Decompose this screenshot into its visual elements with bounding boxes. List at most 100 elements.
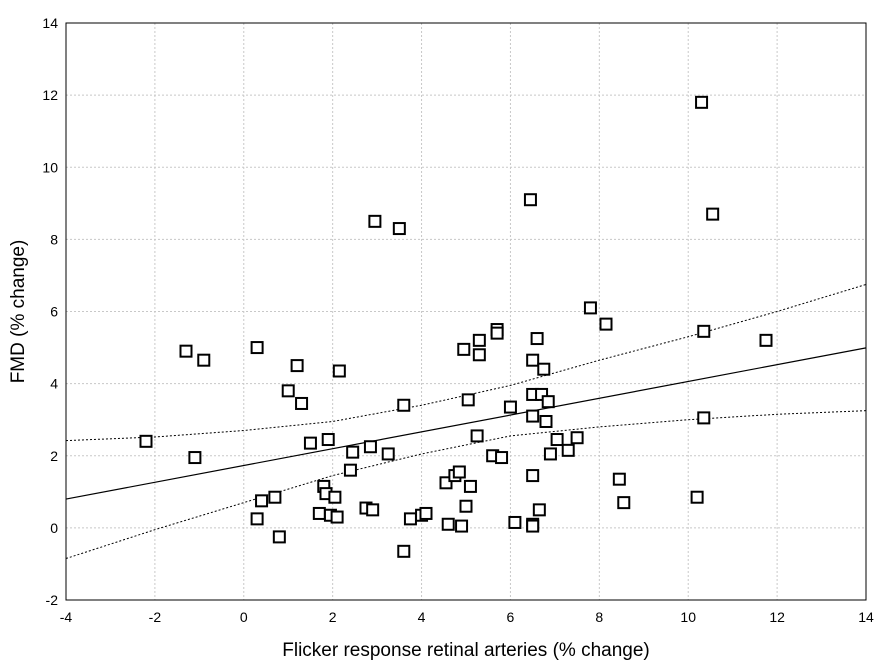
data-point	[523, 193, 537, 207]
x-tick-label: 4	[418, 609, 426, 625]
data-point	[139, 434, 153, 448]
confidence-lower-line	[65, 410, 867, 560]
x-tick-label: 10	[680, 609, 696, 625]
x-tick-label: 12	[769, 609, 785, 625]
data-point	[312, 506, 326, 520]
data-points	[139, 95, 773, 558]
data-point	[255, 494, 269, 508]
x-axis-label: Flicker response retinal arteries (% cha…	[282, 640, 650, 661]
x-tick-label: -4	[60, 609, 73, 625]
data-point	[461, 393, 475, 407]
data-point	[281, 384, 295, 398]
data-point	[570, 431, 584, 445]
x-tick-label: 0	[240, 609, 248, 625]
data-point	[363, 440, 377, 454]
x-tick-label: 2	[329, 609, 337, 625]
data-point	[495, 451, 509, 465]
data-point	[541, 395, 555, 409]
data-point	[617, 496, 631, 510]
data-point	[561, 443, 575, 457]
data-point	[599, 317, 613, 331]
y-axis-label: FMD (% change)	[8, 240, 29, 384]
data-point	[368, 214, 382, 228]
data-point	[526, 353, 540, 367]
data-point	[690, 490, 704, 504]
x-tick-labels: -4 -2 0 2 4 6 8 10 12 14	[60, 609, 874, 625]
x-tick-label: -2	[149, 609, 162, 625]
data-point	[303, 436, 317, 450]
y-tick-label: 0	[50, 520, 58, 536]
y-tick-label: 6	[50, 304, 58, 320]
plot-frame	[65, 22, 867, 601]
data-point	[697, 324, 711, 338]
data-point	[197, 353, 211, 367]
confidence-upper-line	[65, 283, 867, 442]
data-point	[272, 530, 286, 544]
data-point	[328, 490, 342, 504]
data-point	[612, 472, 626, 486]
y-tick-label: 12	[42, 87, 58, 103]
data-point	[250, 341, 264, 355]
y-tick-label: 10	[42, 159, 58, 175]
data-point	[295, 396, 309, 410]
y-tick-label: 14	[42, 15, 58, 31]
data-point	[526, 469, 540, 483]
data-point	[508, 515, 522, 529]
data-point	[503, 400, 517, 414]
data-point	[695, 95, 709, 109]
y-tick-label: -2	[46, 592, 59, 608]
y-tick-label: 8	[50, 231, 58, 247]
y-tick-label: 4	[50, 376, 58, 392]
data-point	[550, 433, 564, 447]
data-point	[537, 362, 551, 376]
data-point	[330, 510, 344, 524]
data-point	[530, 332, 544, 346]
data-point	[188, 451, 202, 465]
data-point	[250, 512, 264, 526]
data-point	[332, 364, 346, 378]
data-point	[526, 519, 540, 533]
data-point	[532, 503, 546, 517]
data-point	[397, 398, 411, 412]
data-point	[403, 512, 417, 526]
data-point	[452, 465, 466, 479]
data-point	[472, 348, 486, 362]
confidence-band	[65, 283, 867, 560]
data-point	[346, 445, 360, 459]
x-tick-label: 14	[858, 609, 874, 625]
regression-line	[65, 347, 867, 500]
data-point	[759, 333, 773, 347]
data-point	[419, 506, 433, 520]
data-point	[697, 411, 711, 425]
data-point	[459, 499, 473, 513]
y-tick-label: 2	[50, 448, 58, 464]
data-point	[268, 490, 282, 504]
grid-lines	[66, 23, 866, 600]
x-tick-label: 6	[507, 609, 515, 625]
x-tick-label: 8	[595, 609, 603, 625]
data-point	[463, 479, 477, 493]
data-point	[321, 433, 335, 447]
data-point	[381, 447, 395, 461]
data-point	[397, 544, 411, 558]
data-point	[455, 519, 469, 533]
data-point	[439, 476, 453, 490]
data-point	[179, 344, 193, 358]
data-point	[706, 207, 720, 221]
y-tick-labels: -2 0 2 4 6 8 10 12 14	[42, 15, 58, 608]
data-point	[543, 447, 557, 461]
data-point	[470, 429, 484, 443]
data-point	[583, 301, 597, 315]
data-point	[290, 359, 304, 373]
data-point	[441, 517, 455, 531]
data-point	[535, 387, 549, 401]
data-point	[490, 326, 504, 340]
data-point	[392, 222, 406, 236]
data-point	[343, 463, 357, 477]
data-point	[472, 333, 486, 347]
data-point	[366, 503, 380, 517]
data-point	[539, 414, 553, 428]
data-point	[526, 409, 540, 423]
data-point	[457, 342, 471, 356]
